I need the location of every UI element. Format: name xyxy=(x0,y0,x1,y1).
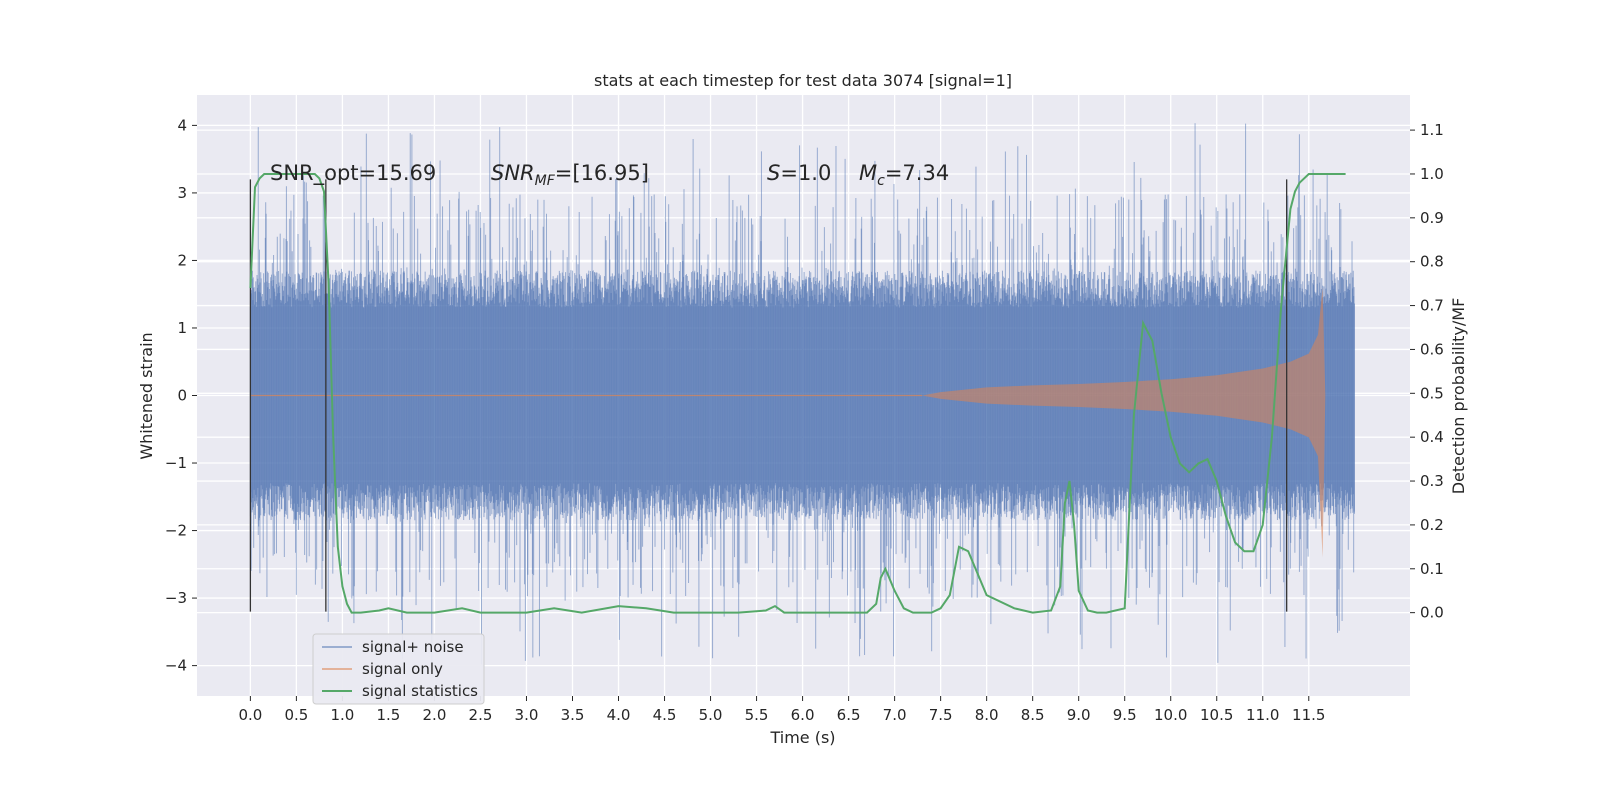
x-tick-label-2: 1.0 xyxy=(330,706,354,724)
annotation-s-label: S xyxy=(767,161,780,185)
annotation-s-value: =1.0 xyxy=(780,161,831,185)
y2-tick-label-2: 0.9 xyxy=(1420,209,1444,227)
annotation-s: S=1.0 xyxy=(767,161,831,185)
x-tick-label-4: 2.0 xyxy=(423,706,447,724)
y-tick-label-6: −2 xyxy=(165,522,187,540)
y2-tick-label-9: 0.2 xyxy=(1420,516,1444,534)
x-tick-label-5: 2.5 xyxy=(469,706,493,724)
x-tick-label-17: 8.5 xyxy=(1021,706,1045,724)
annotation-mc-value: =7.34 xyxy=(885,161,949,185)
legend-label-signal-statistics: signal statistics xyxy=(362,682,478,700)
x-tick-label-3: 1.5 xyxy=(376,706,400,724)
annotation-snr-mf-sub: MF xyxy=(535,173,556,189)
x-tick-label-20: 10.0 xyxy=(1154,706,1187,724)
x-tick-label-12: 6.0 xyxy=(791,706,815,724)
legend: signal+ noise signal only signal statist… xyxy=(312,633,485,705)
y-tick-label-3: 1 xyxy=(177,319,187,337)
y2-tick-label-0: 1.1 xyxy=(1420,121,1444,139)
x-tick-label-21: 10.5 xyxy=(1200,706,1233,724)
x-tick-label-1: 0.5 xyxy=(284,706,308,724)
x-tick-label-14: 7.0 xyxy=(883,706,907,724)
x-tick-label-9: 4.5 xyxy=(653,706,677,724)
annotation-snr-opt: SNR_opt=15.69 xyxy=(270,161,436,186)
series-signal-only xyxy=(250,287,1326,558)
annotation-snr-mf-main: SNR xyxy=(491,161,535,185)
y2-tick-label-1: 1.0 xyxy=(1420,165,1444,183)
y-tick-label-5: −1 xyxy=(165,454,187,472)
y-tick-label-2: 2 xyxy=(177,251,187,269)
legend-box xyxy=(312,633,485,705)
y-tick-label-1: 3 xyxy=(177,184,187,202)
signal-statistics-line xyxy=(249,173,1346,614)
x-axis-label: Time (s) xyxy=(769,728,835,747)
legend-label-signal-plus-noise: signal+ noise xyxy=(362,638,464,656)
x-tick-label-15: 7.5 xyxy=(929,706,953,724)
legend-label-signal-only: signal only xyxy=(362,660,443,678)
x-tick-label-7: 3.5 xyxy=(561,706,585,724)
x-tick-label-16: 8.0 xyxy=(975,706,999,724)
y2-tick-label-5: 0.6 xyxy=(1420,340,1444,358)
x-tick-label-8: 4.0 xyxy=(607,706,631,724)
annotation-mc: Mc=7.34 xyxy=(859,161,949,189)
y-tick-label-0: 4 xyxy=(177,116,187,134)
annotation-snr-mf: SNRMF=[16.95] xyxy=(491,161,649,189)
y-axis-label: Whitened strain xyxy=(137,332,156,459)
x-tick-label-13: 6.5 xyxy=(837,706,861,724)
x-tick-label-11: 5.5 xyxy=(745,706,769,724)
annotation-snr-mf-value: =[16.95] xyxy=(555,161,649,185)
x-tick-label-6: 3.0 xyxy=(515,706,539,724)
annotation-mc-label: M xyxy=(859,161,877,185)
x-tick-label-23: 11.5 xyxy=(1292,706,1325,724)
y2-axis-ticks: 1.1 1.0 0.9 0.8 0.7 0.6 0.5 0.4 0.3 0.2 0.1 0.0 xyxy=(1410,121,1444,622)
chart-title: stats at each timestep for test data 307… xyxy=(594,71,1012,90)
x-axis-ticks: 0.0 0.5 1.0 1.5 2.0 2.5 3.0 3.5 4.0 4.5 5.0 5.5 6.0 6… xyxy=(238,696,1325,724)
annotation-mc-sub: c xyxy=(877,173,885,189)
y-tick-label-7: −3 xyxy=(165,589,187,607)
x-tick-label-0: 0.0 xyxy=(238,706,262,724)
y-tick-label-8: −4 xyxy=(165,657,187,675)
x-tick-label-22: 11.0 xyxy=(1246,706,1279,724)
y2-tick-label-8: 0.3 xyxy=(1420,472,1444,490)
series-signal-statistics xyxy=(249,173,1346,614)
x-tick-label-18: 9.0 xyxy=(1067,706,1091,724)
y-tick-label-4: 0 xyxy=(177,387,187,405)
x-tick-label-19: 9.5 xyxy=(1113,706,1137,724)
y2-tick-label-11: 0.0 xyxy=(1420,604,1444,622)
x-tick-label-10: 5.0 xyxy=(699,706,723,724)
y2-axis-label: Detection probability/MF xyxy=(1449,298,1468,495)
y2-tick-label-10: 0.1 xyxy=(1420,560,1444,578)
y2-tick-label-6: 0.5 xyxy=(1420,384,1444,402)
y2-tick-label-4: 0.7 xyxy=(1420,297,1444,315)
y-axis-ticks: 4 3 2 1 0 −1 −2 −3 −4 xyxy=(165,116,197,675)
y2-tick-label-7: 0.4 xyxy=(1420,428,1444,446)
y2-tick-label-3: 0.8 xyxy=(1420,253,1444,271)
